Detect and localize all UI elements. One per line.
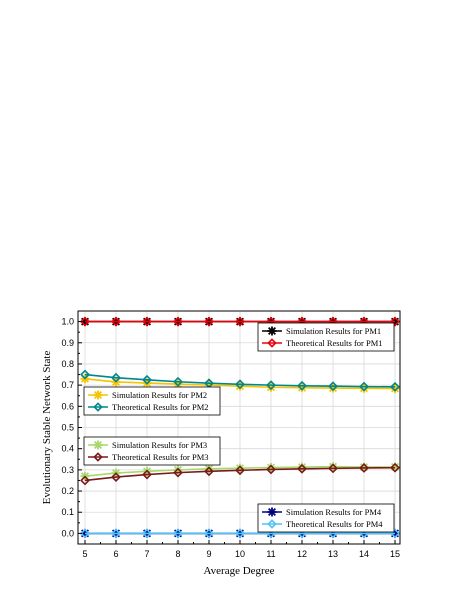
axes: 5 6 7 8 9 10 11 12 13 14 15 0.0 0.1 0.2 0.3 0.4 0.5 0.6 0.… bbox=[61, 317, 400, 559]
legend-swatch-marker bbox=[93, 402, 103, 412]
x-tick-label: 15 bbox=[390, 549, 400, 559]
legend-swatch-marker bbox=[93, 440, 103, 450]
data-point bbox=[235, 316, 245, 327]
y-tick-label: 0.0 bbox=[61, 528, 74, 538]
data-point bbox=[80, 316, 90, 327]
series-6 bbox=[80, 462, 400, 486]
y-tick-label: 0.5 bbox=[61, 423, 74, 433]
y-tick-label: 1.0 bbox=[61, 317, 74, 327]
legend-label: Simulation Results for PM1 bbox=[286, 326, 381, 336]
y-axis-title: Evolutionary Stable Network State bbox=[41, 351, 53, 505]
data-point bbox=[297, 463, 307, 474]
data-point bbox=[173, 467, 183, 478]
y-tick-label: 0.7 bbox=[61, 380, 74, 390]
series-layer bbox=[80, 316, 400, 539]
legend-box bbox=[257, 503, 395, 533]
data-point bbox=[111, 528, 121, 539]
data-point bbox=[235, 528, 245, 539]
x-tick-label: 14 bbox=[359, 549, 369, 559]
y-tick-label: 0.6 bbox=[61, 401, 74, 411]
data-point bbox=[142, 469, 152, 480]
x-axis-title: Average Degree bbox=[204, 565, 275, 577]
data-point bbox=[173, 316, 183, 327]
legend-label: Theoretical Results for PM1 bbox=[286, 338, 383, 348]
legend-3: Simulation Results for PM3 Theoretical Re… bbox=[83, 436, 221, 466]
data-point bbox=[359, 381, 369, 392]
x-tick-label: 7 bbox=[144, 549, 149, 559]
legend-label: Theoretical Results for PM4 bbox=[286, 519, 383, 529]
x-tick-label: 6 bbox=[113, 549, 118, 559]
legend-swatch-marker bbox=[267, 519, 277, 529]
legend-label: Simulation Results for PM3 bbox=[112, 440, 207, 450]
y-tick-label: 0.2 bbox=[61, 486, 74, 496]
legend-swatch-marker bbox=[267, 326, 277, 336]
y-tick-label: 0.9 bbox=[61, 338, 74, 348]
data-point bbox=[111, 316, 121, 327]
y-tick-label: 0.8 bbox=[61, 359, 74, 369]
data-point bbox=[142, 374, 152, 385]
data-point bbox=[173, 528, 183, 539]
data-point bbox=[142, 528, 152, 539]
data-point bbox=[359, 463, 369, 473]
data-point bbox=[173, 376, 183, 387]
x-tick-label: 8 bbox=[175, 549, 180, 559]
data-point bbox=[204, 528, 214, 539]
data-point bbox=[266, 464, 276, 475]
x-tick-label: 5 bbox=[82, 549, 87, 559]
legend-label: Simulation Results for PM4 bbox=[286, 507, 382, 517]
series-4 bbox=[80, 369, 400, 392]
data-point bbox=[390, 316, 400, 327]
legend-swatch-marker bbox=[93, 390, 103, 400]
data-point bbox=[235, 379, 245, 390]
data-point bbox=[328, 381, 338, 392]
data-point bbox=[80, 369, 90, 380]
y-tick-label: 0.1 bbox=[61, 507, 74, 517]
legend-4: Simulation Results for PM4 Theoretical Re… bbox=[257, 503, 395, 533]
data-point bbox=[111, 372, 121, 383]
legend-label: Theoretical Results for PM2 bbox=[112, 402, 209, 412]
legend-box bbox=[83, 386, 221, 416]
data-point bbox=[111, 472, 121, 482]
data-point bbox=[80, 528, 90, 539]
legends: Simulation Results for PM1 Theoretical Re… bbox=[83, 322, 395, 533]
legend-swatch-marker bbox=[267, 507, 277, 517]
data-point bbox=[142, 316, 152, 327]
data-point bbox=[297, 380, 307, 391]
data-point bbox=[390, 381, 400, 392]
data-point bbox=[328, 463, 338, 474]
legend-swatch-marker bbox=[93, 452, 103, 462]
x-tick-label: 10 bbox=[235, 549, 245, 559]
y-tick-label: 0.3 bbox=[61, 465, 74, 475]
x-tick-label: 13 bbox=[328, 549, 338, 559]
data-point bbox=[390, 462, 400, 473]
legend-box bbox=[257, 322, 395, 352]
legend-box bbox=[83, 436, 221, 466]
data-point bbox=[80, 475, 90, 486]
legend-2: Simulation Results for PM2 Theoretical Re… bbox=[83, 386, 221, 416]
series-line bbox=[84, 373, 396, 388]
data-point bbox=[235, 465, 245, 476]
legend-1: Simulation Results for PM1 Theoretical Re… bbox=[257, 322, 395, 352]
data-point bbox=[204, 316, 214, 327]
x-tick-label: 12 bbox=[297, 549, 307, 559]
data-point bbox=[266, 380, 276, 391]
x-tick-label: 9 bbox=[206, 549, 211, 559]
y-tick-label: 0.4 bbox=[61, 444, 74, 454]
x-tick-label: 11 bbox=[266, 549, 275, 559]
legend-label: Simulation Results for PM2 bbox=[112, 390, 207, 400]
legend-swatch-marker bbox=[267, 338, 277, 348]
legend-label: Theoretical Results for PM3 bbox=[112, 452, 209, 462]
series-line bbox=[84, 466, 396, 482]
data-point bbox=[204, 466, 214, 477]
